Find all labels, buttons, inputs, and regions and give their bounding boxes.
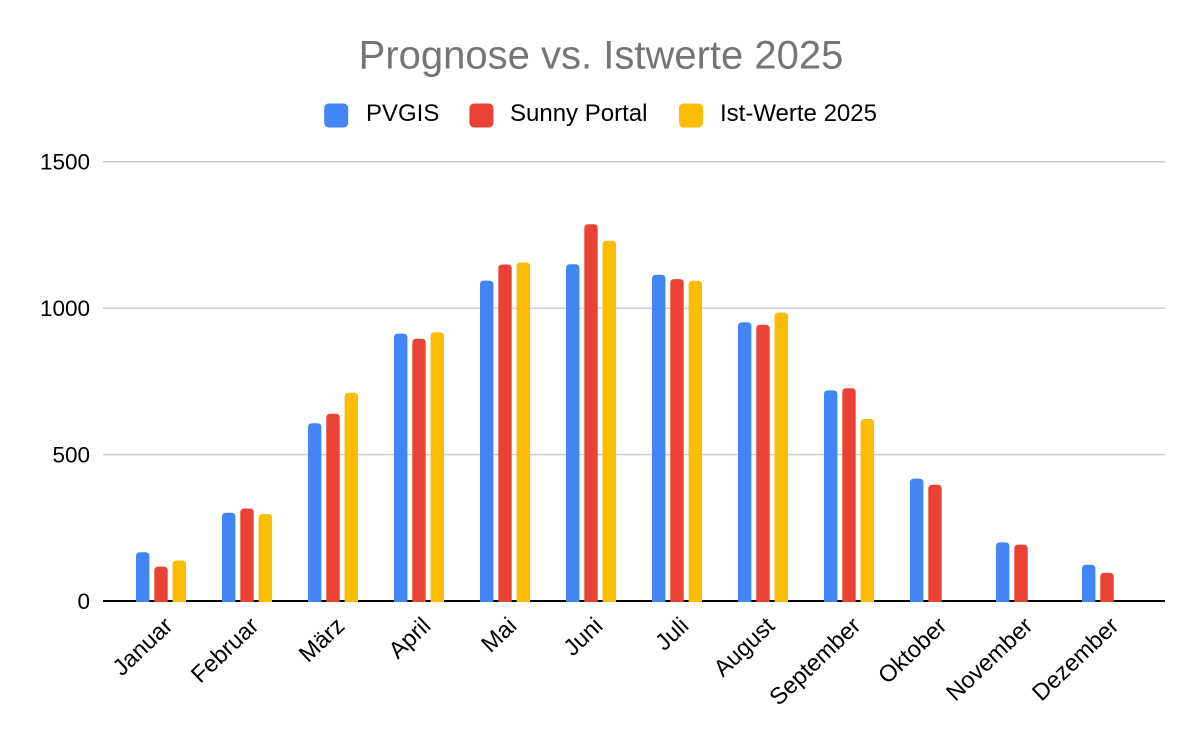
svg-text:PVGIS: PVGIS (366, 100, 439, 127)
svg-text:Ist-Werte 2025: Ist-Werte 2025 (720, 100, 877, 127)
svg-text:1000: 1000 (40, 296, 90, 321)
svg-text:Prognose vs. Istwerte 2025: Prognose vs. Istwerte 2025 (359, 34, 844, 78)
svg-text:1500: 1500 (40, 150, 90, 175)
svg-text:0: 0 (77, 589, 90, 614)
svg-text:500: 500 (52, 442, 90, 467)
svg-text:Sunny Portal: Sunny Portal (510, 100, 647, 127)
